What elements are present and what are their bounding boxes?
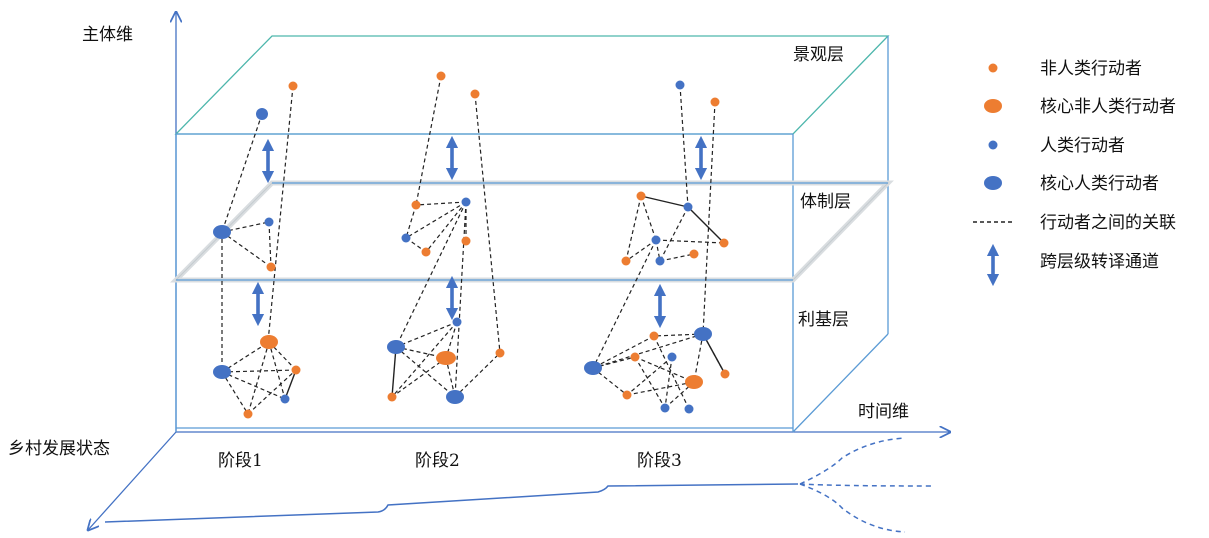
institution-layer-label: 体制层 — [800, 192, 851, 212]
subject-axis-label: 主体维 — [82, 25, 133, 45]
legend-core-human-label: 核心人类行动者 — [1040, 174, 1159, 194]
legend-channel-label: 跨层级转译通道 — [1040, 252, 1159, 272]
legend-relation-label: 行动者之间的关联 — [1040, 213, 1176, 233]
stage-1-label: 阶段1 — [218, 451, 263, 471]
actor-nodes — [213, 71, 730, 419]
stage-2-label: 阶段2 — [415, 451, 460, 471]
time-axis-label: 时间维 — [858, 402, 909, 422]
stage-3-label: 阶段3 — [637, 451, 682, 471]
landscape-layer-label: 景观层 — [793, 45, 844, 65]
rural-axis — [88, 431, 177, 530]
development-curve — [104, 437, 933, 533]
layer-box — [170, 35, 894, 433]
rural-axis-label: 乡村发展状态 — [8, 439, 110, 459]
institution-plane — [170, 180, 894, 283]
legend-human-label: 人类行动者 — [1040, 136, 1125, 156]
legend-non-human-label: 非人类行动者 — [1040, 59, 1142, 79]
legend: 非人类行动者 核心非人类行动者 人类行动者 核心人类行动者 行动者之间的关联 跨… — [973, 59, 1176, 287]
solid-edges — [284, 195, 726, 400]
legend-core-non-human-label: 核心非人类行动者 — [1040, 97, 1176, 117]
legend-core-non-human-symbol — [984, 99, 1002, 113]
legend-human-symbol — [988, 140, 998, 150]
legend-core-human-symbol — [984, 176, 1002, 190]
top-face — [174, 35, 890, 135]
legend-non-human-symbol — [988, 63, 998, 73]
relation-edges — [221, 75, 726, 415]
interest-layer-label: 利基层 — [798, 310, 849, 330]
translation-channels — [251, 135, 708, 329]
